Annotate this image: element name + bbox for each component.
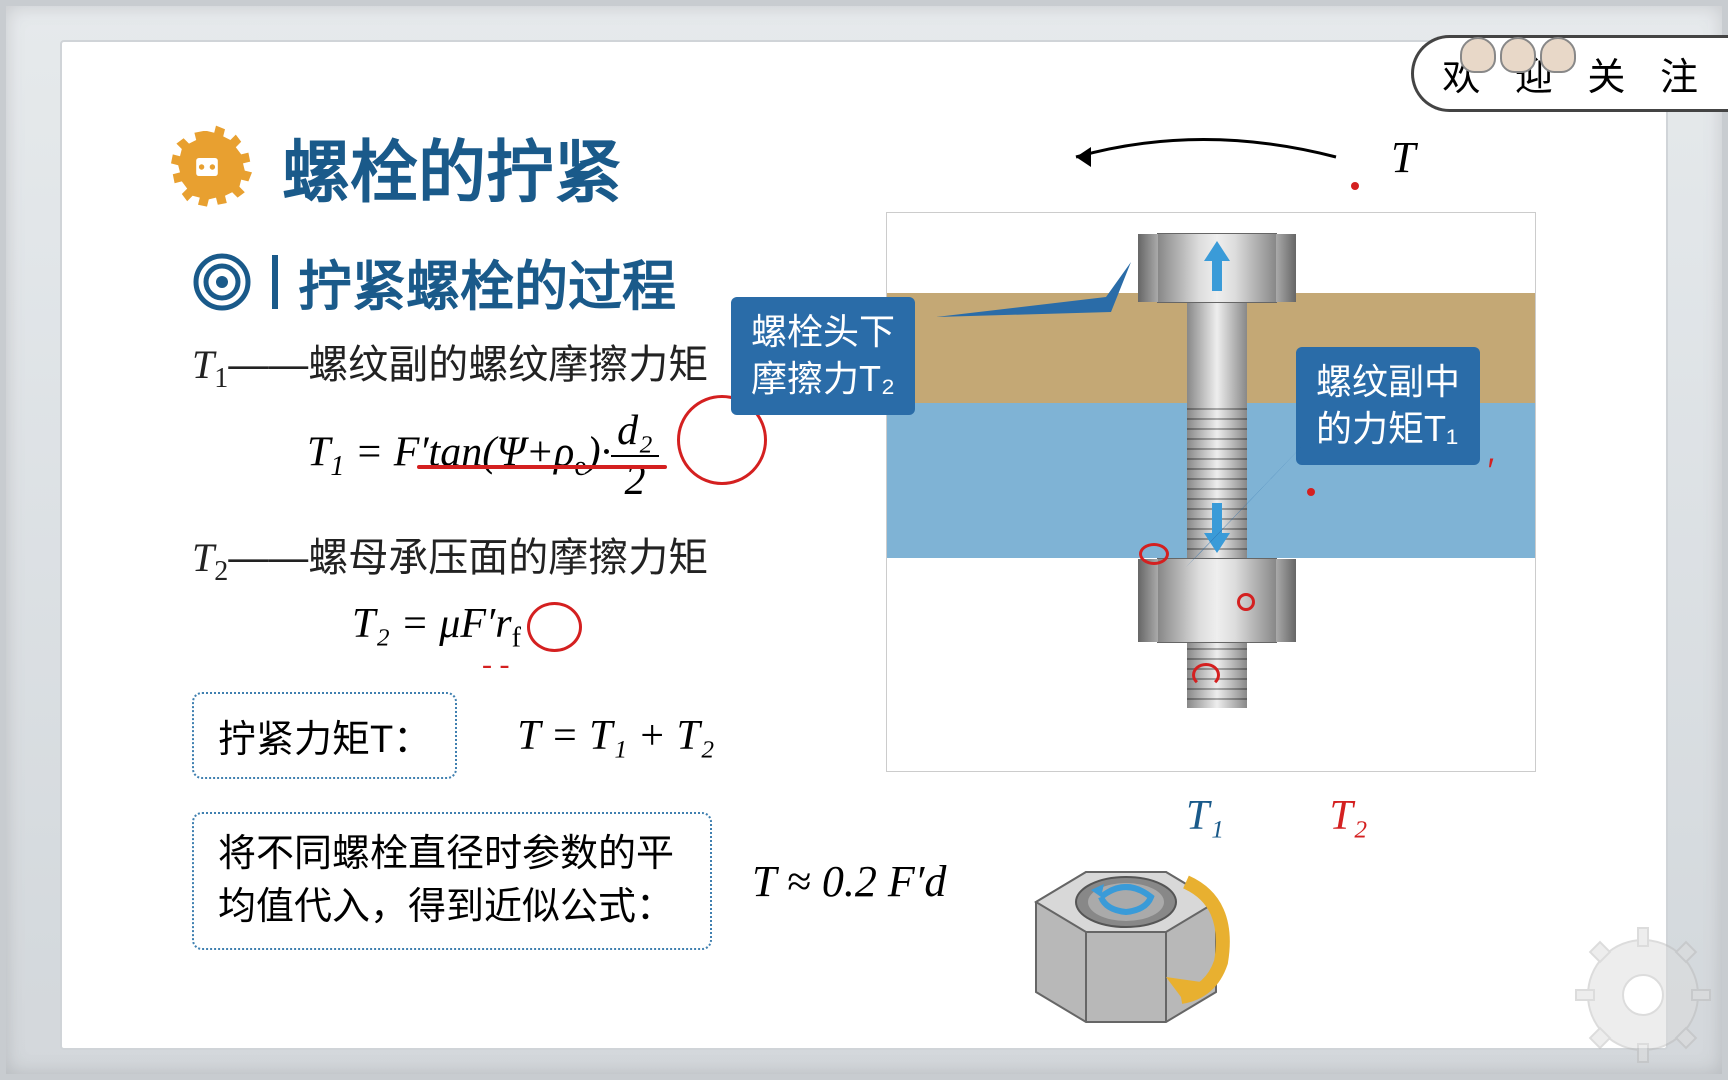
red-dot-1 (1351, 182, 1359, 190)
divider (272, 255, 278, 309)
red-dash: - - (482, 648, 509, 682)
gear-icon (162, 122, 252, 212)
arrow-up-head (1202, 241, 1232, 291)
bolt-shaft-smooth (1187, 303, 1247, 408)
nut-3d-view (986, 822, 1266, 1072)
red-underline-1 (417, 465, 667, 469)
var-t1: T (192, 342, 214, 387)
torque-equation: T = T₁ + T₂ (517, 712, 714, 760)
approx-text-box: 将不同螺栓直径时参数的平均值代入，得到近似公式： (192, 812, 712, 950)
cartoon-mascots (1460, 37, 1576, 73)
red-circle-2 (527, 602, 582, 652)
red-mark-right: ′ (1486, 452, 1492, 491)
var-t2: T (192, 535, 214, 580)
torque-box-row: 拧紧力矩T： T = T₁ + T₂ (192, 692, 714, 779)
diagram-area: T 螺栓头下 摩擦力T₂ 螺纹副 (736, 102, 1566, 1062)
callout-t1: 螺纹副中 的力矩T₁ (1296, 347, 1480, 465)
callout-t1-pointer (1156, 437, 1316, 597)
t2-label: T₂ (1329, 793, 1367, 839)
torque-t-label: T (1391, 132, 1415, 183)
section-title: 拧紧螺栓的过程 (298, 242, 676, 321)
slide-panel: 螺栓的拧紧 拧紧螺栓的过程 T1——螺纹副的螺纹摩擦力矩 T1 = F′tan(… (60, 40, 1668, 1050)
callout-t2: 螺栓头下 摩擦力T₂ (731, 297, 915, 415)
red-scribble-3 (1192, 663, 1220, 687)
title-row: 螺栓的拧紧 (162, 117, 622, 216)
torque-label-box: 拧紧力矩T： (192, 692, 457, 779)
target-icon (192, 252, 252, 312)
section-row: 拧紧螺栓的过程 (192, 242, 676, 321)
torque-arrow-icon (1036, 132, 1366, 182)
fraction-d2: d₂2 (611, 407, 659, 505)
callout-t2-pointer (936, 257, 1136, 377)
gear-corner-icon (1568, 920, 1718, 1070)
main-title: 螺栓的拧紧 (282, 117, 622, 216)
